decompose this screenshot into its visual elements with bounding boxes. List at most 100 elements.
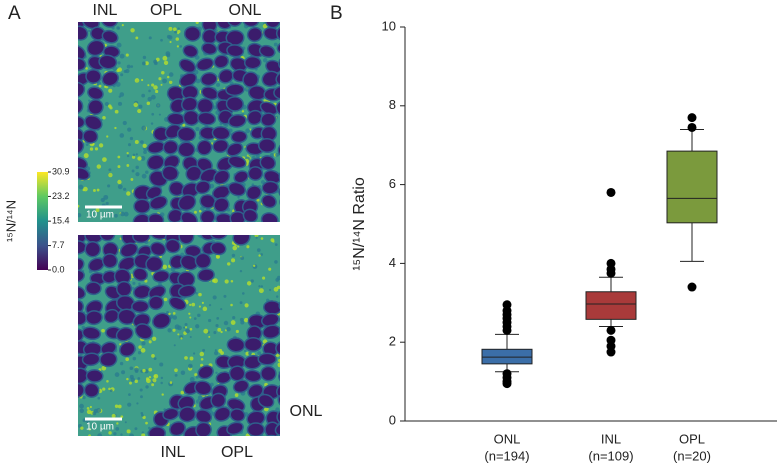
speckle [160, 376, 164, 380]
speckle [108, 172, 113, 178]
speckle [139, 388, 143, 392]
cell [226, 142, 244, 157]
speckle [262, 276, 266, 280]
speckle [140, 140, 144, 144]
speckle [117, 404, 122, 409]
speckle [237, 196, 240, 199]
cell [242, 22, 260, 28]
speckle [215, 371, 218, 374]
speckle [254, 235, 259, 238]
speckle [195, 375, 199, 379]
speckle [140, 395, 143, 399]
speckle [92, 189, 96, 192]
cell [100, 22, 119, 28]
cell [98, 54, 118, 70]
cell [274, 422, 280, 436]
cell [276, 383, 280, 400]
speckle [189, 327, 193, 331]
speckle [172, 27, 177, 32]
speckle [144, 279, 148, 283]
cell [81, 22, 100, 30]
speckle [124, 421, 127, 424]
speckle [80, 426, 84, 430]
cell [197, 111, 217, 126]
speckle [241, 110, 245, 113]
speckle [104, 85, 107, 88]
colorbar-tick-label: 0.0 [52, 264, 65, 274]
speckle [263, 99, 267, 102]
speckle [137, 109, 142, 114]
cell [182, 44, 199, 58]
scale-bar-label: 10 µm [86, 422, 114, 433]
cell [198, 436, 220, 456]
cell [228, 365, 246, 382]
speckle [216, 255, 220, 259]
speckle [165, 51, 171, 56]
speckle [226, 326, 231, 332]
cell [278, 297, 280, 313]
speckle [129, 136, 134, 141]
speckle [235, 329, 239, 334]
cell [133, 198, 151, 214]
cell [278, 168, 280, 185]
cell [232, 235, 251, 246]
speckle [134, 140, 139, 145]
speckle [218, 348, 223, 353]
speckle [275, 407, 280, 412]
speckle [111, 413, 116, 418]
colorbar-tick-label: 23.2 [52, 191, 70, 201]
cell [257, 352, 277, 366]
speckle [148, 426, 151, 430]
speckle [241, 292, 245, 295]
speckle [119, 361, 124, 366]
speckle [141, 78, 144, 82]
speckle [200, 357, 204, 361]
cell [257, 393, 275, 409]
cell [168, 296, 187, 311]
cell [196, 139, 213, 156]
speckle [162, 264, 168, 270]
cell [132, 267, 149, 282]
cell [277, 393, 280, 409]
speckle [232, 245, 238, 251]
speckle [180, 370, 186, 375]
speckle [216, 82, 221, 87]
cell [147, 213, 165, 222]
speckle [243, 317, 249, 323]
speckle [250, 279, 254, 283]
speckle [167, 328, 172, 333]
speckle [131, 169, 135, 173]
outlier [502, 379, 512, 389]
speckle [217, 327, 222, 332]
cell [134, 323, 153, 340]
cell [258, 44, 276, 58]
speckle [136, 402, 139, 405]
speckle [130, 28, 135, 33]
speckle [114, 109, 119, 114]
outlier [687, 122, 697, 132]
speckle [108, 104, 112, 108]
speckle [160, 38, 163, 42]
speckle [117, 165, 121, 169]
cell [78, 240, 87, 255]
speckle [129, 433, 135, 436]
speckle [130, 65, 134, 68]
cell [275, 26, 280, 43]
cell [225, 83, 245, 97]
speckle [231, 253, 236, 258]
speckle [168, 72, 174, 77]
speckle [105, 201, 109, 206]
cell [101, 70, 120, 87]
cell [273, 85, 280, 100]
cell [83, 382, 100, 398]
cell [145, 255, 164, 273]
cell [176, 126, 197, 143]
speckle [183, 326, 186, 329]
box [666, 150, 718, 224]
cell [278, 369, 280, 385]
speckle [126, 191, 131, 196]
speckle [260, 253, 263, 256]
cell [131, 299, 150, 313]
speckle [96, 408, 102, 413]
cell [247, 166, 264, 181]
